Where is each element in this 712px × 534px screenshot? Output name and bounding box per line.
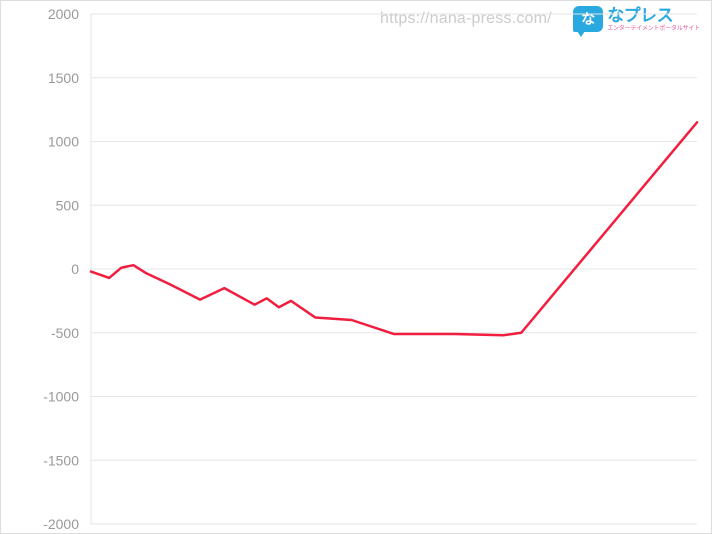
grid xyxy=(91,14,697,524)
y-tick-label: 1500 xyxy=(48,70,79,86)
y-tick-labels: -2000 -1500 -1000 -500 0 500 1000 1500 2000 xyxy=(43,6,79,532)
y-tick-label: 0 xyxy=(71,261,79,277)
chart-svg: -2000 -1500 -1000 -500 0 500 1000 1500 2000 xyxy=(0,0,712,534)
y-tick-label: 2000 xyxy=(48,6,79,22)
y-tick-label: 500 xyxy=(56,197,80,213)
y-tick-label: 1000 xyxy=(48,134,79,150)
y-tick-label: -500 xyxy=(51,325,79,341)
series-main xyxy=(91,122,697,335)
y-tick-label: -1500 xyxy=(43,452,79,468)
y-tick-label: -1000 xyxy=(43,389,79,405)
line-chart: -2000 -1500 -1000 -500 0 500 1000 1500 2000 xyxy=(0,0,712,534)
y-tick-label: -2000 xyxy=(43,516,79,532)
